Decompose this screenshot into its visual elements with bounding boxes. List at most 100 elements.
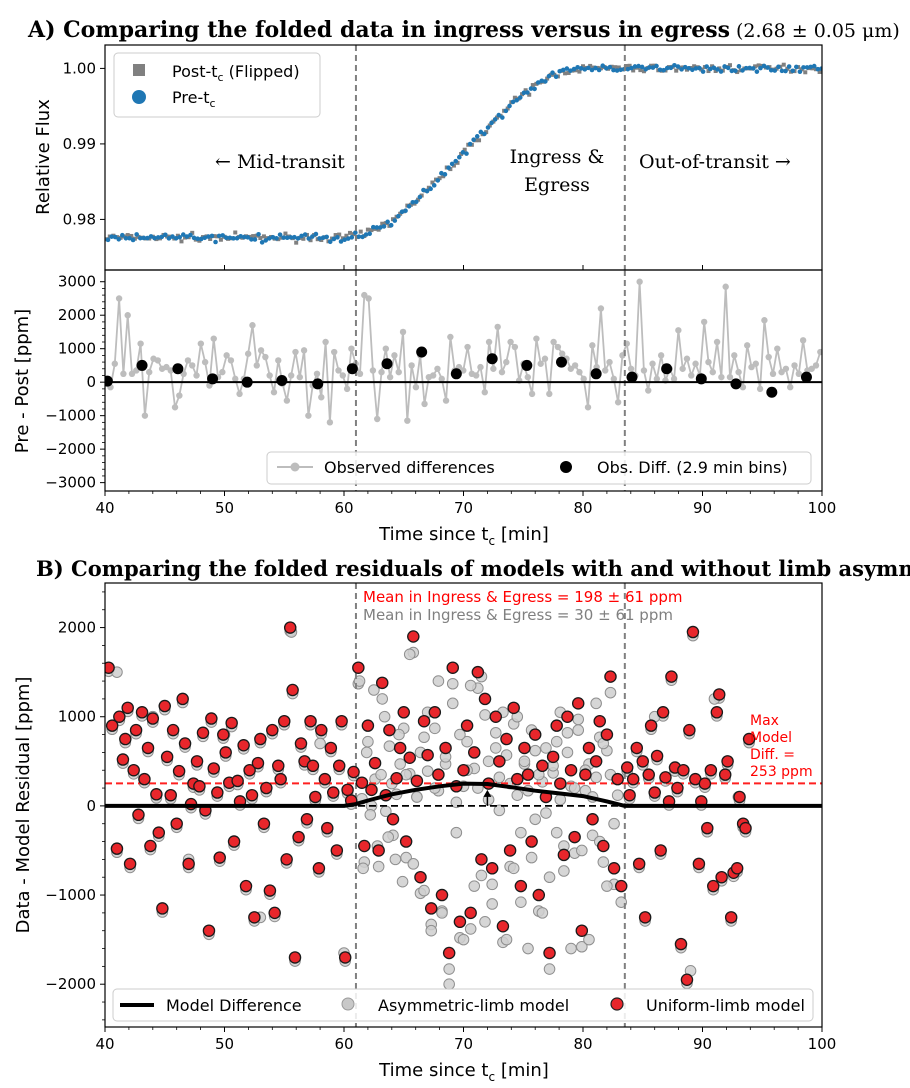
observed-difference-point bbox=[554, 343, 562, 351]
pre-point bbox=[399, 209, 405, 215]
uniform-limb-point bbox=[141, 741, 155, 755]
observed-difference-point bbox=[232, 375, 239, 383]
pre-point bbox=[740, 68, 745, 73]
uniform-limb-point bbox=[485, 862, 499, 875]
observed-difference-point bbox=[485, 338, 493, 346]
observed-difference-point bbox=[718, 373, 725, 381]
post-flipped-point bbox=[197, 238, 202, 243]
pre-point bbox=[223, 235, 229, 241]
diff-y-axis-label: Pre - Post [ppm] bbox=[12, 309, 33, 453]
asymmetric-limb-point bbox=[601, 880, 613, 892]
uniform-limb-point bbox=[421, 748, 434, 762]
post-flipped-point bbox=[706, 69, 711, 74]
uniform-limb-point bbox=[503, 844, 517, 857]
uniform-limb-point bbox=[393, 741, 407, 755]
legend-observed-marker bbox=[290, 462, 300, 472]
asymmetric-limb-point bbox=[464, 923, 477, 935]
uniform-limb-point bbox=[730, 862, 744, 875]
observed-difference-point bbox=[550, 338, 557, 346]
uniform-limb-point bbox=[704, 763, 718, 777]
max-diff-annotation: Max Model Diff. = 253 ppm bbox=[750, 713, 813, 780]
uniform-limb-point bbox=[260, 781, 273, 795]
pre-point bbox=[331, 236, 337, 242]
observed-difference-point bbox=[236, 390, 243, 398]
uniform-limb-point bbox=[471, 665, 485, 679]
pre-point bbox=[754, 69, 760, 74]
pre-point bbox=[761, 63, 767, 69]
asymmetric-limb-point bbox=[446, 677, 459, 690]
asymmetric-limb-point bbox=[515, 826, 527, 839]
observed-difference-point bbox=[782, 365, 790, 372]
pre-point bbox=[145, 235, 150, 241]
pre-point bbox=[116, 236, 122, 242]
uniform-limb-point bbox=[489, 710, 503, 723]
post-flipped-point bbox=[505, 106, 510, 111]
diff-ytick-label-0: −3000 bbox=[45, 474, 96, 492]
pre-point bbox=[353, 230, 358, 235]
uniform-limb-point bbox=[119, 732, 132, 746]
asymmetric-limb-point bbox=[368, 684, 380, 696]
observed-difference-point bbox=[124, 312, 131, 319]
binned-difference-point bbox=[766, 386, 778, 398]
pre-point bbox=[457, 154, 462, 160]
asymmetric-limb-point bbox=[540, 807, 552, 819]
post-flipped-point bbox=[358, 229, 363, 234]
pre-point bbox=[611, 67, 616, 73]
observed-difference-point bbox=[537, 360, 544, 367]
observed-difference-point bbox=[300, 347, 308, 354]
observed-difference-point bbox=[137, 340, 144, 347]
asymmetric-limb-point bbox=[457, 933, 470, 946]
uniform-limb-point bbox=[358, 839, 371, 853]
uniform-limb-point bbox=[698, 777, 712, 790]
uniform-limb-point bbox=[361, 719, 375, 732]
post-flipped-point bbox=[530, 83, 535, 88]
uniform-limb-point bbox=[386, 813, 400, 826]
pre-point bbox=[234, 235, 240, 241]
observed-difference-point bbox=[576, 368, 583, 376]
flux-axes: 0.98 0.99 1.00 bbox=[63, 44, 823, 271]
pre-point bbox=[464, 151, 469, 156]
observed-difference-point bbox=[705, 358, 712, 366]
uniform-limb-point bbox=[170, 817, 183, 830]
post-flipped-point bbox=[710, 64, 715, 69]
pre-point bbox=[209, 233, 215, 239]
pre-point bbox=[736, 64, 742, 69]
binned-difference-point bbox=[105, 375, 113, 387]
uniform-limb-point bbox=[211, 786, 224, 799]
observed-difference-point bbox=[808, 365, 815, 372]
uniform-limb-point bbox=[294, 737, 308, 750]
observed-difference-point bbox=[253, 362, 260, 369]
uniform-limb-point bbox=[176, 692, 189, 706]
post-flipped-point bbox=[577, 69, 582, 74]
observed-difference-point bbox=[374, 415, 381, 423]
model-difference-line bbox=[105, 781, 822, 808]
observed-difference-point bbox=[404, 417, 411, 424]
post-flipped-point bbox=[179, 239, 184, 244]
uniform-limb-point bbox=[417, 714, 431, 728]
post-flipped-point bbox=[398, 211, 403, 216]
legend-uniform-marker bbox=[610, 997, 624, 1011]
uniform-limb-point bbox=[432, 768, 445, 781]
observed-difference-point bbox=[111, 360, 118, 367]
residual-legend-frame bbox=[112, 988, 814, 1022]
uniform-limb-point bbox=[219, 746, 232, 759]
region-ingress-label-line2: Egress bbox=[524, 174, 590, 196]
asymmetric-limb-point bbox=[518, 755, 531, 768]
observed-difference-point bbox=[735, 368, 742, 376]
asymmetric-limb-point bbox=[568, 782, 581, 794]
pre-point bbox=[786, 64, 792, 69]
uniform-limb-point bbox=[324, 741, 338, 755]
observed-difference-point bbox=[244, 350, 252, 357]
diff-ytick-label-6: 3000 bbox=[58, 273, 96, 291]
diff-xtick-label-2: 60 bbox=[334, 499, 353, 517]
pre-point bbox=[252, 237, 258, 242]
residual-y-axis-label: Data - Model Residual [ppm] bbox=[13, 677, 34, 934]
pre-point bbox=[733, 68, 738, 74]
asymmetric-limb-point bbox=[590, 697, 602, 710]
uniform-limb-point bbox=[123, 857, 137, 871]
observed-difference-point bbox=[189, 362, 196, 369]
pre-point bbox=[815, 66, 821, 72]
pre-point bbox=[388, 222, 394, 228]
uniform-limb-point bbox=[166, 723, 180, 737]
uniform-limb-point bbox=[286, 683, 299, 697]
